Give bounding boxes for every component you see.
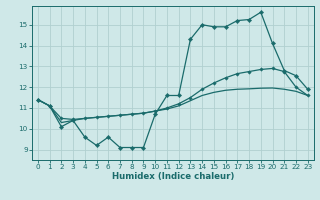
X-axis label: Humidex (Indice chaleur): Humidex (Indice chaleur)	[112, 172, 234, 181]
